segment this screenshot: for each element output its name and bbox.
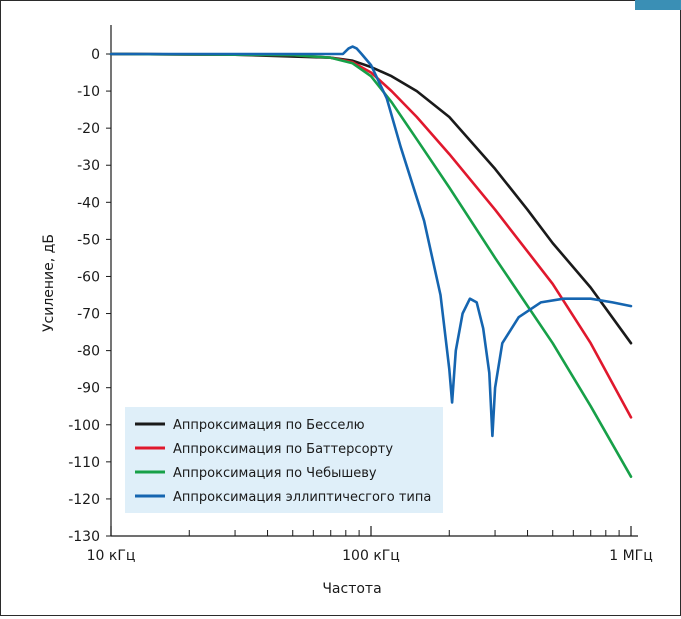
- y-tick-label: -10: [77, 84, 100, 100]
- y-axis-title: Усиление, дБ: [41, 234, 57, 332]
- x-tick-label: 1 МГц: [609, 548, 653, 564]
- y-tick-label: -80: [77, 344, 100, 360]
- legend-label-3: Аппроксимация по Чебышеву: [173, 466, 377, 481]
- x-axis-title: Частота: [322, 581, 381, 597]
- series-line-4: [109, 45, 633, 438]
- legend: Аппроксимация по Бесселю Аппроксимация по…: [135, 418, 431, 505]
- y-tick-label: -30: [77, 158, 100, 174]
- y-tick-label: -110: [68, 455, 100, 471]
- legend-label-2: Аппроксимация по Баттерсорту: [173, 442, 393, 457]
- y-tick-label: -50: [77, 232, 100, 248]
- legend-label-4: Аппроксимация эллиптичесгого типа: [173, 490, 431, 505]
- y-tick-label: -70: [77, 307, 100, 323]
- legend-box: [125, 407, 443, 513]
- axes: 0 -10 -20 -30 -40 -50 -60 -70 -80 -90 -100 -110 -120…: [68, 25, 653, 564]
- y-tick-label: -130: [68, 529, 100, 545]
- y-tick-label: -40: [77, 195, 100, 211]
- y-tick-label: -20: [77, 121, 100, 137]
- series-line-3: [109, 52, 633, 478]
- x-tick-label: 10 кГц: [87, 548, 136, 564]
- corner-tab: [635, 0, 681, 10]
- x-tick-label: 100 кГц: [342, 548, 400, 564]
- y-tick-label: 0: [91, 47, 100, 63]
- y-tick-label: -60: [77, 269, 100, 285]
- y-tick-label: -100: [68, 418, 100, 434]
- series-lines: [109, 45, 633, 478]
- series-line-2: [109, 52, 633, 419]
- y-tick-label: -90: [77, 381, 100, 397]
- y-tick-label: -120: [68, 492, 100, 508]
- legend-label-1: Аппроксимация по Бесселю: [173, 418, 365, 433]
